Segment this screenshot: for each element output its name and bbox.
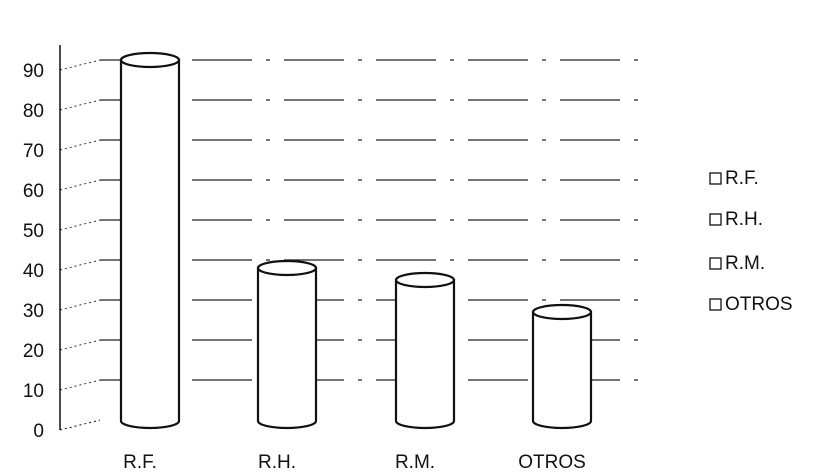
legend-label: R.M. (725, 253, 765, 274)
legend-label: R.F. (725, 168, 759, 189)
legend-label: R.H. (725, 209, 763, 230)
y-tick-label: 10 (23, 381, 44, 402)
gridline-depth (59, 379, 101, 391)
legend-item-rm: R.M. (709, 253, 765, 274)
gridline-depth (59, 259, 101, 271)
bar-2 (394, 271, 456, 430)
y-tick-label: 80 (23, 101, 44, 122)
bar-body (531, 310, 593, 430)
gridline-depth (59, 299, 101, 311)
y-tick-label: 90 (23, 61, 44, 82)
y-tick-label: 60 (23, 181, 44, 202)
legend-item-rh: R.H. (709, 209, 763, 230)
bar-top (119, 51, 181, 69)
category-label: R.M. (395, 452, 435, 473)
y-axis-depth-line (59, 419, 101, 431)
bar-3 (531, 303, 593, 430)
bar-top (394, 271, 456, 289)
category-label: OTROS (518, 452, 586, 473)
gridlines (59, 59, 650, 391)
legend-swatch (709, 298, 722, 311)
bar-body (394, 278, 456, 430)
y-tick-labels: 0 10 20 30 40 50 60 70 80 90 (23, 61, 44, 442)
category-labels: R.F. R.H. R.M. OTROS (123, 452, 586, 473)
gridline-depth (59, 219, 101, 231)
y-tick-label: 70 (23, 141, 44, 162)
legend-item-otros: OTROS (709, 294, 793, 315)
bar-body (119, 58, 181, 430)
gridline-depth (59, 59, 101, 71)
category-label: R.F. (123, 452, 157, 473)
y-tick-label: 40 (23, 261, 44, 282)
bar-body (256, 266, 318, 430)
bars (119, 51, 593, 430)
gridline-depth (59, 139, 101, 151)
bar-0 (119, 51, 181, 430)
legend-item-rf: R.F. (709, 168, 759, 189)
y-tick-label: 20 (23, 341, 44, 362)
category-label: R.H. (258, 452, 296, 473)
bar-1 (256, 259, 318, 430)
legend-swatch (709, 257, 722, 270)
legend-label: OTROS (725, 294, 793, 315)
gridline-depth (59, 339, 101, 351)
y-axis (59, 45, 101, 431)
bar-top (256, 259, 318, 277)
y-tick-label: 50 (23, 221, 44, 242)
gridline-depth (59, 99, 101, 111)
legend-swatch (709, 172, 722, 185)
legend: R.F. R.H. R.M. OTROS (709, 168, 793, 315)
y-tick-label: 0 (33, 421, 44, 442)
bar-top (531, 303, 593, 321)
gridline-depth (59, 179, 101, 191)
legend-swatch (709, 213, 722, 226)
y-tick-label: 30 (23, 301, 44, 322)
